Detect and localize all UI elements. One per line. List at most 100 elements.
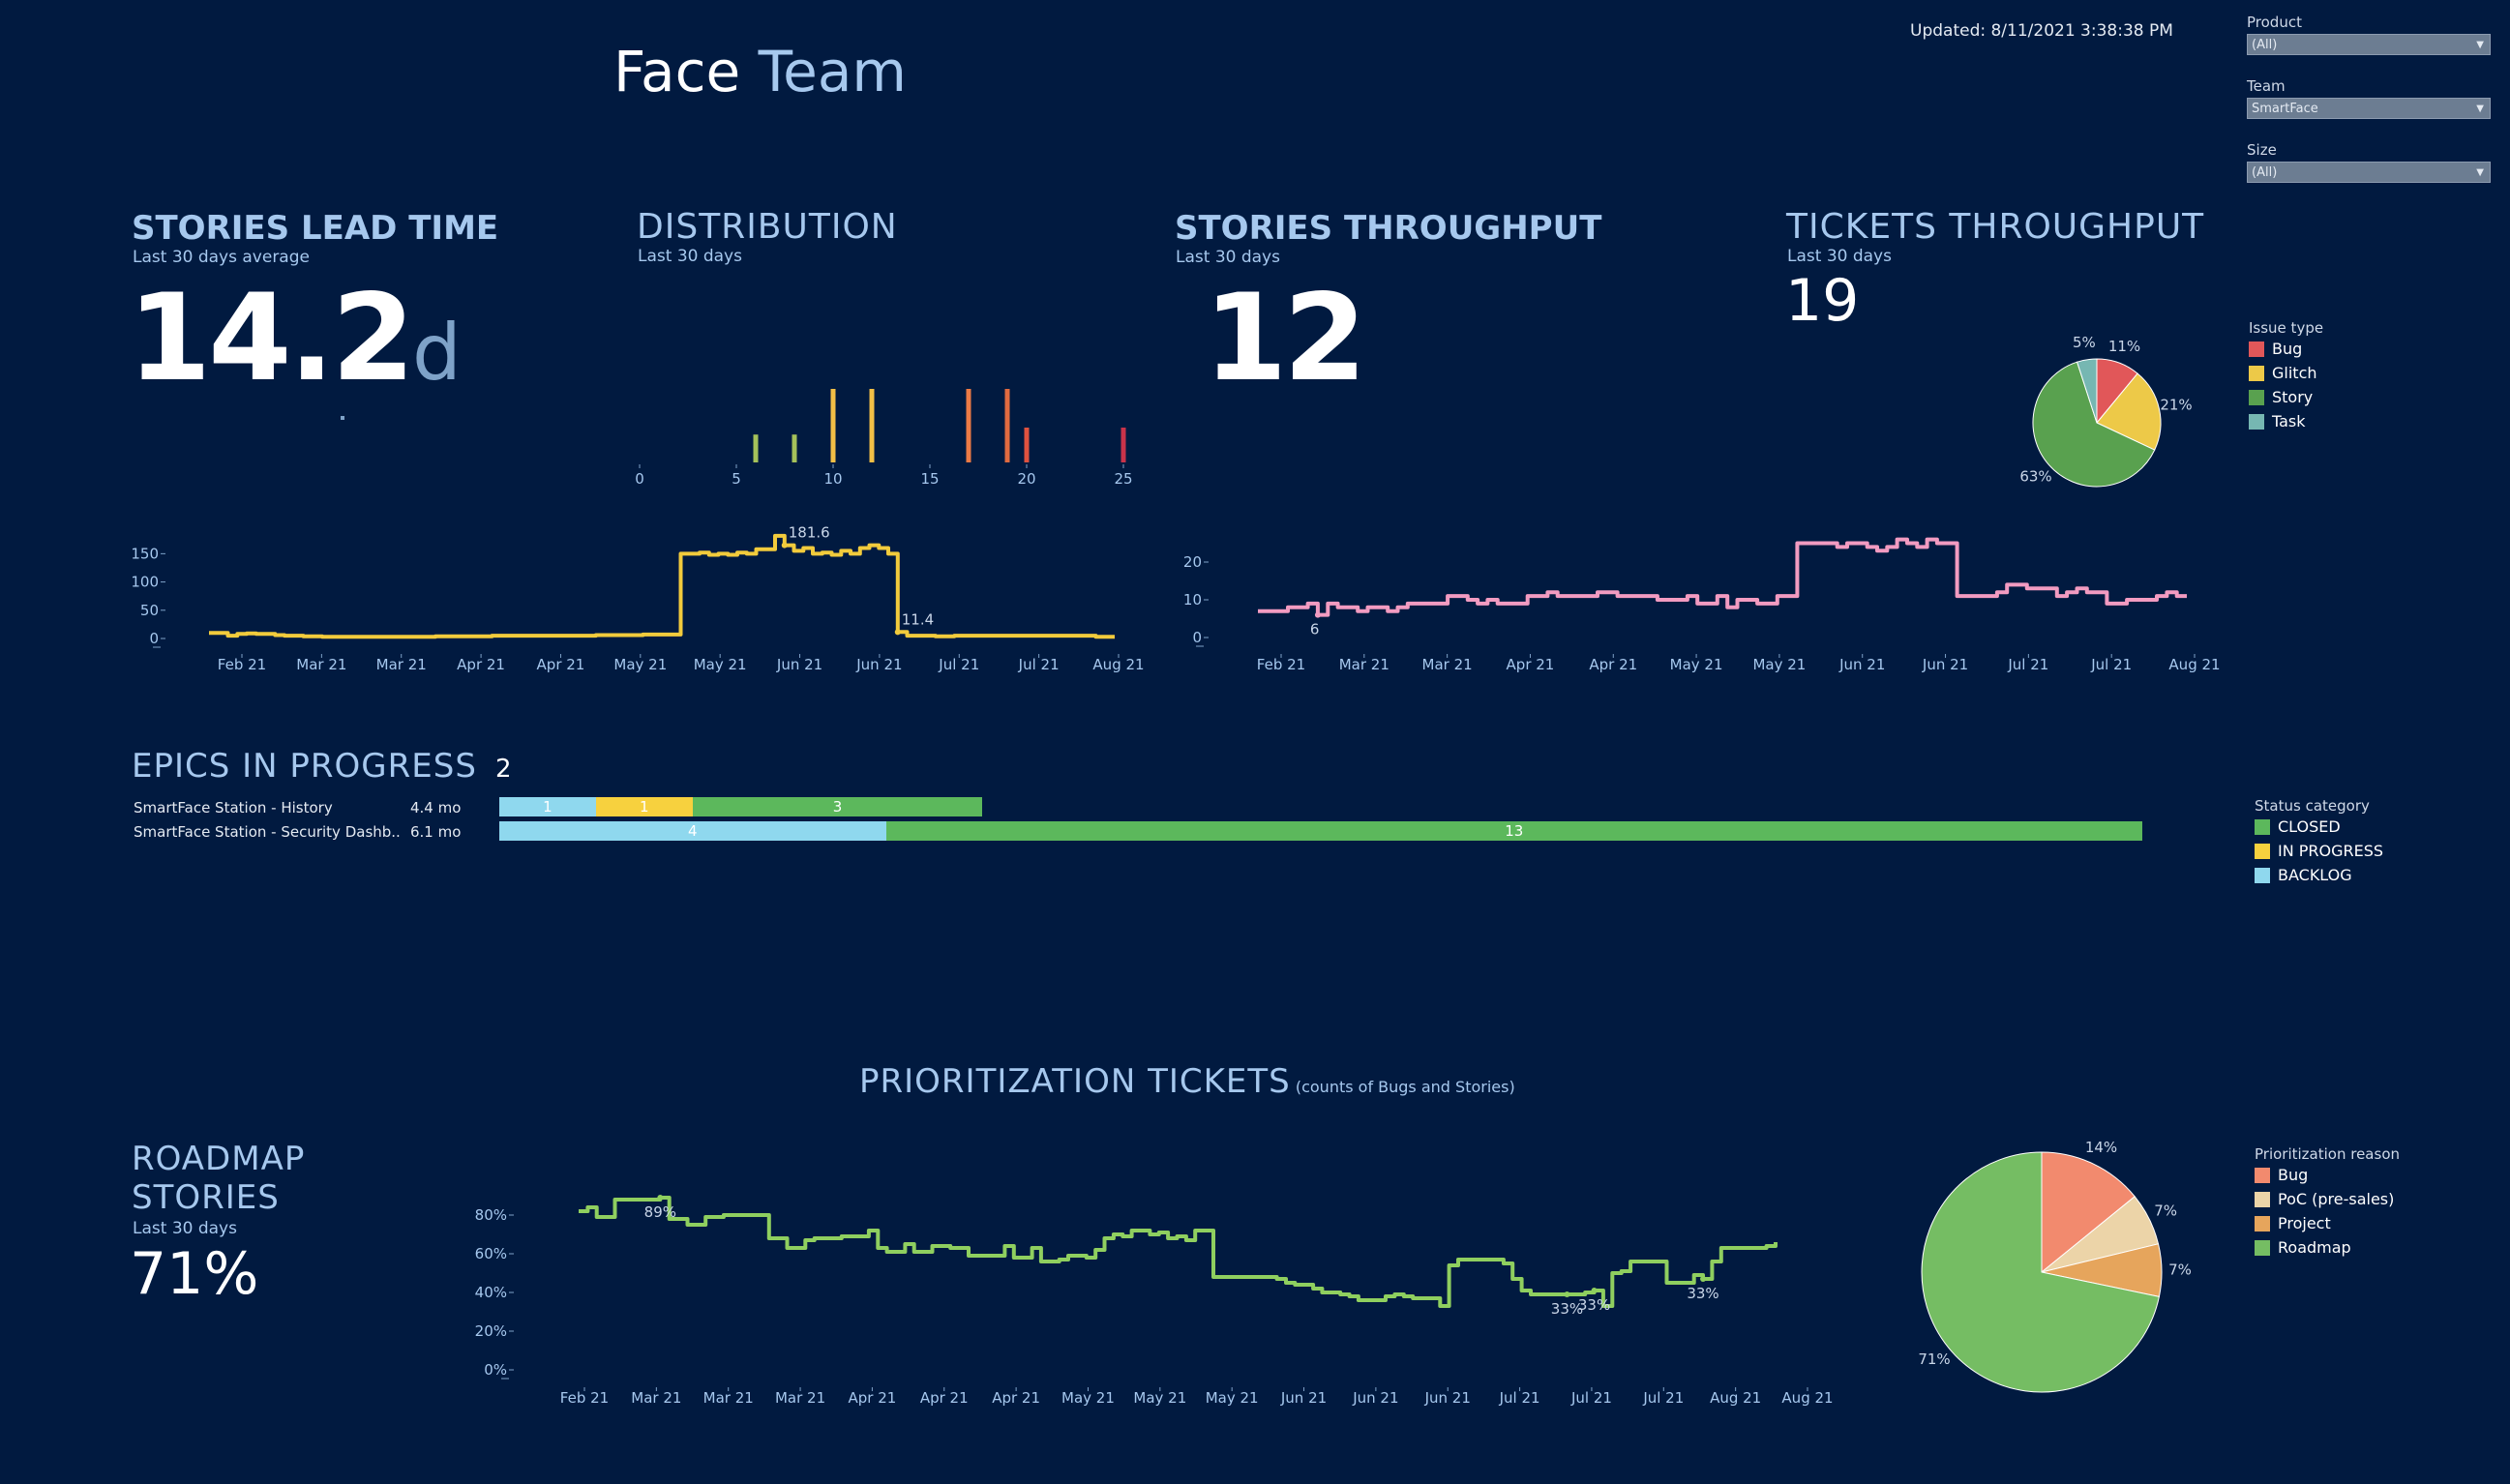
distribution-subtitle: Last 30 days xyxy=(638,247,742,266)
issue-legend-item[interactable]: Task xyxy=(2249,409,2323,433)
roadmap-chart: 80% 60% 40% 20% 0% Feb 21 Mar 21 Mar 21 Mar 21 Ap… xyxy=(475,1195,1834,1407)
product-select[interactable]: (All) ▼ xyxy=(2247,34,2491,55)
legend-swatch xyxy=(2255,1167,2270,1183)
epic-segment[interactable]: 4 xyxy=(499,821,886,841)
x-tick-label: Jul 21 xyxy=(1570,1389,1612,1407)
distribution-bar xyxy=(1024,428,1030,462)
status-legend-item[interactable]: IN PROGRESS xyxy=(2255,839,2383,863)
legend-label: Story xyxy=(2272,388,2314,406)
x-tick-label: Feb 21 xyxy=(1257,656,1305,673)
legend-label: Task xyxy=(2272,412,2306,430)
series-line xyxy=(579,1196,1778,1308)
legend-label: Bug xyxy=(2272,340,2303,358)
legend-label: Glitch xyxy=(2272,364,2317,382)
epic-segment[interactable]: 13 xyxy=(885,821,2142,841)
annotation-label: 33% xyxy=(1551,1300,1583,1318)
legend-swatch xyxy=(2249,341,2264,357)
reason-legend-item[interactable]: Bug xyxy=(2255,1163,2400,1187)
issue-legend-item[interactable]: Bug xyxy=(2249,337,2323,361)
issue-legend-item[interactable]: Story xyxy=(2249,385,2323,409)
chevron-down-icon: ▼ xyxy=(2476,167,2484,178)
pie-slice-label: 5% xyxy=(2073,334,2096,351)
annotation-label: 11.4 xyxy=(902,610,934,628)
annotation-point xyxy=(1314,611,1321,618)
annotation-label: 33% xyxy=(1578,1296,1610,1314)
team-select-value: SmartFace xyxy=(2252,102,2318,116)
distribution-bar xyxy=(792,434,797,462)
epic-segment[interactable]: 1 xyxy=(499,797,596,816)
issue-legend-title: Issue type xyxy=(2249,319,2324,337)
size-select[interactable]: (All) ▼ xyxy=(2247,162,2491,183)
status-legend-item[interactable]: BACKLOG xyxy=(2255,863,2383,887)
y-tick-label: 50 xyxy=(140,602,159,619)
annotation-point xyxy=(894,629,901,636)
size-select-value: (All) xyxy=(2252,165,2278,180)
distribution-chart: 0 5 10 15 20 25 xyxy=(635,389,1133,488)
x-tick-label: Mar 21 xyxy=(1422,656,1473,673)
x-tick-label: Feb 21 xyxy=(218,656,266,673)
annotation-point xyxy=(781,542,788,549)
x-tick-label: Mar 21 xyxy=(631,1389,681,1407)
annotation-point xyxy=(1700,1276,1707,1282)
small-dot xyxy=(341,416,344,420)
lead-time-subtitle: Last 30 days average xyxy=(133,248,310,267)
pie-slice xyxy=(2032,361,2156,488)
chevron-down-icon: ▼ xyxy=(2476,40,2484,50)
distribution-bar xyxy=(753,434,759,462)
epic-segment[interactable]: 1 xyxy=(595,797,693,816)
x-tick-label: Mar 21 xyxy=(296,656,346,673)
lead-time-title: STORIES LEAD TIME xyxy=(132,209,499,248)
annotation-label: 181.6 xyxy=(789,524,830,542)
epic-name[interactable]: SmartFace Station - History xyxy=(134,799,333,816)
reason-legend-item[interactable]: Project xyxy=(2255,1211,2400,1235)
distribution-bar xyxy=(966,389,971,462)
legend-swatch xyxy=(2255,843,2270,859)
legend-swatch xyxy=(2255,1239,2270,1256)
status-category-legend: Status category CLOSED IN PROGRESS BACKLOG xyxy=(2255,797,2383,887)
x-tick-label: Apr 21 xyxy=(920,1389,969,1407)
x-tick-label: May 21 xyxy=(1133,1389,1186,1407)
y-tick-label: 150 xyxy=(131,545,159,562)
series-line xyxy=(209,533,1115,639)
y-tick-label: 100 xyxy=(131,574,159,591)
filter-team-label: Team xyxy=(2247,77,2286,95)
y-tick-label: 0 xyxy=(149,630,159,647)
page-title-face: Face xyxy=(613,39,741,104)
issue-legend-item[interactable]: Glitch xyxy=(2249,361,2323,385)
y-tick-label: 60% xyxy=(475,1245,507,1262)
status-legend-item[interactable]: CLOSED xyxy=(2255,815,2383,839)
epic-segment[interactable]: 3 xyxy=(692,797,983,816)
pie-slice-label: 71% xyxy=(1918,1350,1950,1368)
x-tick-label: Jun 21 xyxy=(1352,1389,1398,1407)
epic-duration: 4.4 mo xyxy=(410,799,462,816)
x-tick-label: Jun 21 xyxy=(776,656,822,673)
x-tick-label: Jul 21 xyxy=(2007,656,2048,673)
y-tick-label: 20 xyxy=(1183,553,1202,571)
x-tick-label: Apr 21 xyxy=(537,656,585,673)
series-line xyxy=(1258,537,2187,617)
lead-time-unit: d xyxy=(411,308,462,398)
x-tick-label: 5 xyxy=(732,470,741,488)
x-tick-label: May 21 xyxy=(1206,1389,1259,1407)
reason-legend-item[interactable]: Roadmap xyxy=(2255,1235,2400,1260)
product-select-value: (All) xyxy=(2252,38,2278,52)
legend-swatch xyxy=(2255,1191,2270,1207)
reason-legend-title: Prioritization reason xyxy=(2255,1145,2400,1163)
epic-name[interactable]: SmartFace Station - Security Dashb.. xyxy=(134,823,401,841)
x-tick-label: Apr 21 xyxy=(992,1389,1040,1407)
y-tick-label: 10 xyxy=(1183,591,1202,608)
x-tick-label: Mar 21 xyxy=(775,1389,825,1407)
x-tick-label: Mar 21 xyxy=(703,1389,754,1407)
annotation-label: 89% xyxy=(644,1203,676,1221)
x-tick-label: Feb 21 xyxy=(560,1389,609,1407)
tickets-throughput-title: TICKETS THROUGHPUT xyxy=(1786,207,2205,247)
team-select[interactable]: SmartFace ▼ xyxy=(2247,98,2491,119)
x-tick-label: May 21 xyxy=(1752,656,1806,673)
legend-label: BACKLOG xyxy=(2278,866,2352,884)
x-tick-label: May 21 xyxy=(694,656,747,673)
pie-slice xyxy=(2076,358,2098,424)
y-tick-label: 80% xyxy=(475,1206,507,1224)
legend-swatch xyxy=(2249,389,2264,405)
reason-legend-item[interactable]: PoC (pre-sales) xyxy=(2255,1187,2400,1211)
tickets-throughput-value: 19 xyxy=(1785,267,1860,335)
